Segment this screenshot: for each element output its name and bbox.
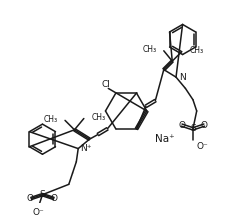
- Text: O: O: [27, 194, 34, 203]
- Text: O: O: [50, 194, 57, 203]
- Text: Na⁺: Na⁺: [154, 134, 174, 144]
- Text: N: N: [178, 73, 185, 82]
- Text: CH₃: CH₃: [43, 115, 57, 124]
- Text: CH₃: CH₃: [188, 46, 202, 55]
- Text: N⁺: N⁺: [80, 144, 91, 153]
- Text: Cl: Cl: [101, 80, 110, 89]
- Text: S: S: [39, 190, 45, 199]
- Text: CH₃: CH₃: [91, 113, 105, 122]
- Text: O: O: [200, 121, 207, 130]
- Text: O: O: [177, 121, 184, 130]
- Text: CH₃: CH₃: [142, 45, 155, 54]
- Text: O⁻: O⁻: [196, 142, 207, 151]
- Text: O⁻: O⁻: [33, 208, 44, 216]
- Text: S: S: [189, 124, 195, 133]
